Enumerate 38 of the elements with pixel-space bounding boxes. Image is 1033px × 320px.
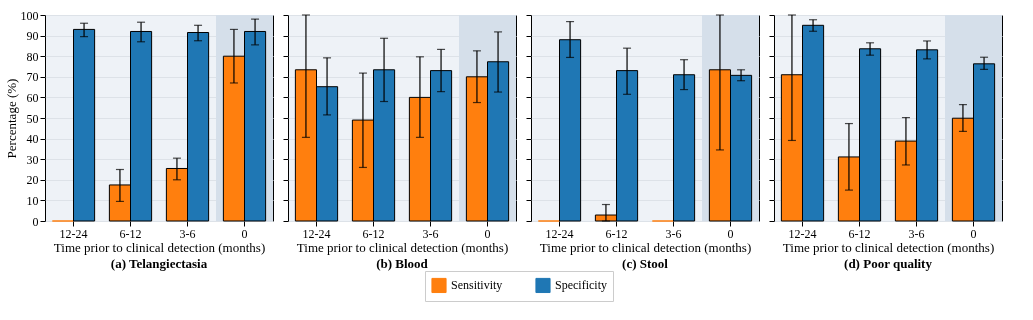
x-tick-label: 12-24 — [788, 226, 817, 241]
x-axis-title: Time prior to clinical detection (months) — [539, 239, 752, 255]
x-tick-label: 0 — [484, 226, 491, 241]
x-tick-label: 6-12 — [119, 226, 142, 241]
y-tick-label: 10 — [26, 193, 39, 208]
x-tick-label: 0 — [727, 226, 734, 241]
y-tick-label: 20 — [26, 173, 39, 188]
x-tick-label: 3-6 — [908, 226, 925, 241]
y-tick-label: 80 — [26, 49, 39, 64]
x-tick-label: 12-24 — [545, 226, 574, 241]
text: (c) Stool — [622, 256, 669, 271]
x-tick-label: 0 — [241, 226, 248, 241]
x-tick-label: 3-6 — [422, 226, 439, 241]
y-tick-label: 0 — [32, 214, 39, 229]
y-tick-label: 90 — [26, 29, 39, 44]
text: (b) Blood — [376, 256, 429, 271]
legend-label: Sensitivity — [451, 278, 503, 293]
y-tick-label: 100 — [20, 8, 39, 23]
x-axis-title: Time prior to clinical detection (months) — [782, 239, 995, 255]
x-tick-label: 3-6 — [179, 226, 196, 241]
x-tick-label: 6-12 — [362, 226, 385, 241]
y-tick-label: 70 — [26, 70, 39, 85]
x-tick-label: 6-12 — [848, 226, 871, 241]
text: (a) Telangiectasia — [110, 256, 208, 271]
text: (d) Poor quality — [844, 256, 933, 271]
y-tick-label: 30 — [26, 152, 39, 167]
x-axis-title: Time prior to clinical detection (months) — [296, 239, 509, 255]
x-tick-label: 6-12 — [605, 226, 628, 241]
legend-label: Specificity — [555, 278, 607, 293]
x-tick-label: 12-24 — [302, 226, 331, 241]
x-tick-label: 0 — [970, 226, 977, 241]
x-axis-title: Time prior to clinical detection (months) — [53, 239, 266, 255]
x-tick-label: 12-24 — [59, 226, 88, 241]
y-axis-title: Percentage (%) — [3, 78, 19, 159]
y-tick-label: 40 — [26, 132, 39, 147]
y-tick-label: 50 — [26, 111, 39, 126]
x-tick-label: 3-6 — [665, 226, 682, 241]
y-tick-label: 60 — [26, 90, 39, 105]
